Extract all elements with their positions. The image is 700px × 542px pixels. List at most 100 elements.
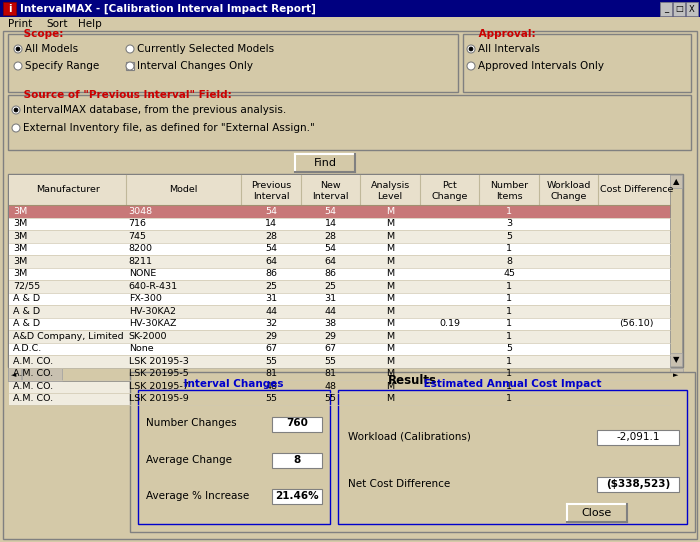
Text: Interval: Interval bbox=[312, 192, 349, 201]
Text: M: M bbox=[386, 282, 394, 291]
Text: 3M: 3M bbox=[13, 244, 27, 253]
Bar bbox=[670, 175, 682, 188]
Text: _: _ bbox=[664, 4, 668, 14]
Text: 1: 1 bbox=[506, 244, 512, 253]
Text: 67: 67 bbox=[265, 344, 277, 353]
Text: External Inventory file, as defined for "External Assign.": External Inventory file, as defined for … bbox=[23, 123, 315, 133]
Text: A.D.C.: A.D.C. bbox=[13, 344, 42, 353]
Text: 29: 29 bbox=[325, 332, 337, 341]
Text: 1: 1 bbox=[506, 394, 512, 403]
Text: 28: 28 bbox=[265, 232, 277, 241]
Text: 54: 54 bbox=[265, 244, 277, 253]
Text: M: M bbox=[386, 244, 394, 253]
Text: ►: ► bbox=[673, 372, 679, 378]
Text: Currently Selected Models: Currently Selected Models bbox=[137, 44, 274, 54]
Text: 25: 25 bbox=[325, 282, 337, 291]
Text: 8: 8 bbox=[506, 257, 512, 266]
Text: Print: Print bbox=[8, 19, 32, 29]
Text: Items: Items bbox=[496, 192, 522, 201]
Circle shape bbox=[16, 47, 20, 51]
Text: M: M bbox=[386, 344, 394, 353]
Text: ▲: ▲ bbox=[673, 177, 679, 186]
Text: M: M bbox=[386, 394, 394, 403]
Bar bbox=[138, 390, 330, 524]
Text: Level: Level bbox=[377, 192, 402, 201]
Bar bbox=[597, 477, 679, 492]
Text: 31: 31 bbox=[325, 294, 337, 304]
Text: 64: 64 bbox=[325, 257, 337, 266]
Bar bbox=[9, 217, 671, 230]
Bar bbox=[9, 380, 671, 392]
Bar bbox=[660, 2, 672, 16]
Text: Cost Difference: Cost Difference bbox=[600, 185, 673, 195]
Text: Model: Model bbox=[169, 185, 197, 195]
Text: New: New bbox=[321, 181, 341, 190]
Text: 1: 1 bbox=[506, 294, 512, 304]
Bar bbox=[9, 205, 671, 217]
Bar bbox=[8, 95, 691, 150]
Text: 3M: 3M bbox=[13, 257, 27, 266]
Text: A.M. CO.: A.M. CO. bbox=[13, 357, 53, 366]
Text: Interval: Interval bbox=[253, 192, 289, 201]
Text: ◄: ◄ bbox=[11, 372, 17, 378]
Text: Help: Help bbox=[78, 19, 102, 29]
Text: 64: 64 bbox=[265, 257, 277, 266]
Text: A.M. CO.: A.M. CO. bbox=[13, 394, 53, 403]
Text: IntervalMAX database, from the previous analysis.: IntervalMAX database, from the previous … bbox=[23, 105, 286, 115]
Bar bbox=[670, 353, 682, 366]
Bar bbox=[9, 255, 671, 268]
Bar bbox=[3, 2, 16, 15]
Text: 45: 45 bbox=[503, 269, 515, 278]
Text: 1: 1 bbox=[506, 369, 512, 378]
Circle shape bbox=[12, 124, 20, 132]
Text: Number: Number bbox=[490, 181, 528, 190]
Bar bbox=[9, 175, 671, 205]
Bar bbox=[463, 34, 691, 92]
Text: 3M: 3M bbox=[13, 220, 27, 228]
Text: 86: 86 bbox=[265, 269, 277, 278]
Bar bbox=[686, 2, 698, 16]
Text: 21.46%: 21.46% bbox=[275, 491, 318, 501]
Text: Change: Change bbox=[431, 192, 468, 201]
Bar bbox=[126, 62, 134, 70]
Text: ▼: ▼ bbox=[673, 356, 679, 365]
Text: Analysis: Analysis bbox=[370, 181, 410, 190]
Text: (56.10): (56.10) bbox=[619, 319, 654, 328]
Text: 745: 745 bbox=[129, 232, 147, 241]
Text: IntervalMAX - [Calibration Interval Impact Report]: IntervalMAX - [Calibration Interval Impa… bbox=[20, 4, 316, 14]
Bar bbox=[272, 453, 322, 468]
Text: 1: 1 bbox=[506, 319, 512, 328]
Text: 54: 54 bbox=[265, 207, 277, 216]
Bar bbox=[9, 366, 671, 405]
Text: 48: 48 bbox=[265, 382, 277, 391]
Text: 716: 716 bbox=[129, 220, 147, 228]
Bar bbox=[567, 504, 627, 522]
Circle shape bbox=[467, 45, 475, 53]
Text: M: M bbox=[386, 369, 394, 378]
Text: M: M bbox=[386, 269, 394, 278]
Text: 86: 86 bbox=[325, 269, 337, 278]
Bar bbox=[9, 230, 671, 242]
Text: 54: 54 bbox=[325, 244, 337, 253]
Bar bbox=[272, 489, 322, 504]
Text: Workload (Calibrations): Workload (Calibrations) bbox=[348, 432, 471, 442]
Bar bbox=[295, 154, 355, 172]
Bar bbox=[8, 368, 682, 381]
Text: FX-300: FX-300 bbox=[129, 294, 162, 304]
Bar bbox=[673, 2, 685, 16]
Text: All Models: All Models bbox=[25, 44, 78, 54]
Text: 1: 1 bbox=[506, 282, 512, 291]
Text: 54: 54 bbox=[325, 207, 337, 216]
Text: 8211: 8211 bbox=[129, 257, 153, 266]
Bar bbox=[9, 318, 671, 330]
Text: A&D Company, Limited: A&D Company, Limited bbox=[13, 332, 124, 341]
Text: A & D: A & D bbox=[13, 319, 40, 328]
Bar bbox=[8, 368, 21, 381]
Text: 3048: 3048 bbox=[129, 207, 153, 216]
Text: 38: 38 bbox=[325, 319, 337, 328]
Text: 28: 28 bbox=[325, 232, 337, 241]
Bar bbox=[597, 430, 679, 445]
Bar bbox=[9, 343, 671, 355]
Text: 55: 55 bbox=[325, 357, 337, 366]
Text: 67: 67 bbox=[325, 344, 337, 353]
